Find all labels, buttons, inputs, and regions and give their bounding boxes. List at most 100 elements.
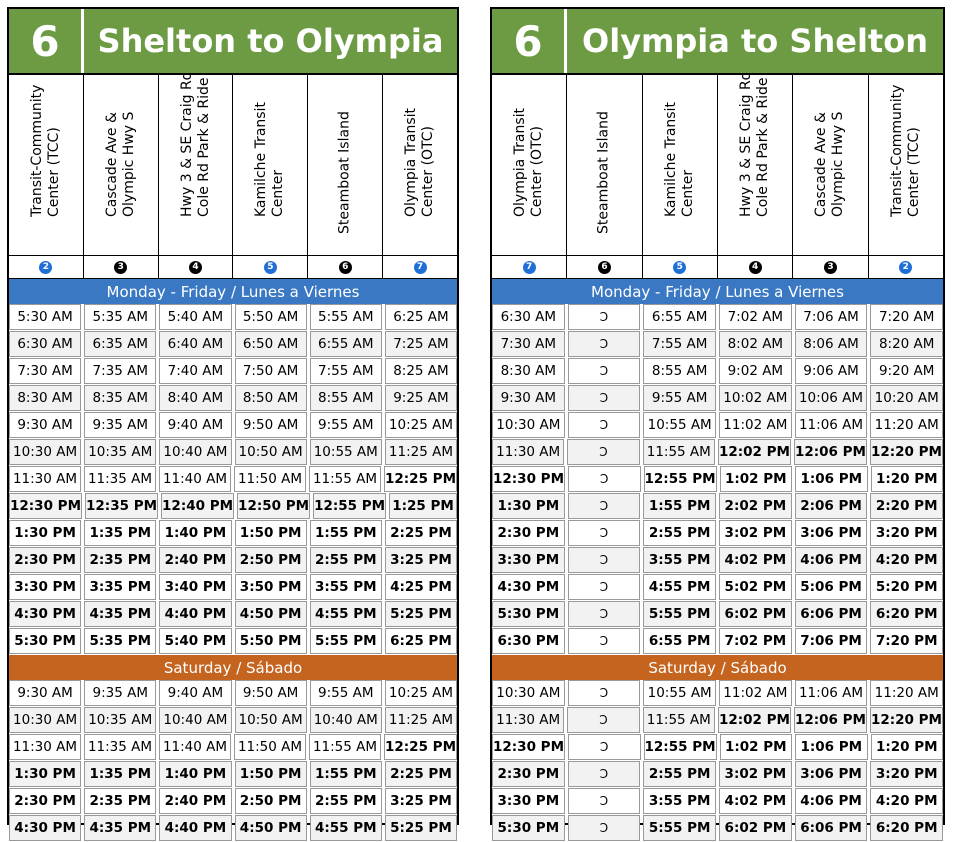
time-cell: 8:30 AM	[9, 385, 82, 411]
stop-headers: Olympia Transit Center (OTC) Steamboat Isl…	[492, 75, 943, 256]
time-cell: 6:02 PM	[719, 815, 792, 841]
time-cell: 11:50 AM	[234, 734, 306, 760]
time-cell: 11:02 AM	[719, 412, 792, 438]
time-cell: 10:50 AM	[234, 439, 307, 465]
time-cell: 5:55 PM	[309, 628, 382, 654]
table-row: 11:30 AM Ↄ 11:55 AM 12:02 PM 12:06 PM 12:20 P…	[492, 707, 943, 734]
time-cell: 5:25 PM	[384, 815, 458, 841]
table-row: 1:30 PM 1:35 PM 1:40 PM 1:50 PM 1:55 PM 2:25 …	[9, 761, 458, 788]
table-row: 6:30 AM 6:35 AM 6:40 AM 6:50 AM 6:55 AM 7:25 …	[9, 331, 458, 358]
time-cell: 7:30 AM	[9, 358, 82, 384]
time-cell: 5:40 AM	[159, 304, 232, 330]
time-cell: 10:55 AM	[309, 439, 382, 465]
time-cell: 1:50 PM	[234, 520, 307, 546]
time-cell: 6:55 AM	[309, 331, 382, 357]
time-cell: 10:20 AM	[870, 385, 944, 411]
table-row: 12:30 PM 12:35 PM 12:40 PM 12:50 PM 12:55 PM…	[9, 493, 457, 520]
time-cell: 3:50 PM	[234, 574, 307, 600]
stop-number-badge: 4	[748, 260, 762, 274]
table-row: 2:30 PM 2:35 PM 2:40 PM 2:50 PM 2:55 PM 3:25 …	[9, 547, 458, 574]
time-cell: 9:25 AM	[384, 385, 458, 411]
table-row: 5:30 PM Ↄ 5:55 PM 6:02 PM 6:06 PM 6:20 PM	[492, 601, 944, 628]
time-cell: 2:02 PM	[719, 493, 792, 519]
stop-header: Cascade Ave & Olympic Hwy S	[793, 75, 869, 255]
time-cell: 10:40 AM	[159, 439, 232, 465]
stop-name-line: Center (TCC)	[45, 127, 62, 217]
table-row: 2:30 PM Ↄ 2:55 PM 3:02 PM 3:06 PM 3:20 PM	[492, 761, 944, 788]
time-cell: 12:30 PM	[492, 734, 566, 760]
time-cell: 5:30 PM	[492, 815, 565, 841]
stop-number-cell: 2	[9, 256, 84, 278]
saturday-times: 9:30 AM 9:35 AM 9:40 AM 9:50 AM 9:55 AM 10:25…	[9, 680, 458, 842]
time-cell: 10:30 AM	[492, 412, 565, 438]
time-cell: 11:30 AM	[492, 439, 565, 465]
time-cell: 5:40 PM	[159, 628, 232, 654]
table-row: 1:30 PM 1:35 PM 1:40 PM 1:50 PM 1:55 PM 2:25 …	[9, 520, 458, 547]
time-cell: 2:25 PM	[384, 761, 458, 787]
time-cell: 3:30 PM	[492, 788, 565, 814]
stop-number-cell: 4	[718, 256, 794, 278]
stop-header: Hwy 3 & SE Craig Rd Cole Rd Park & Ride	[718, 75, 794, 255]
time-cell: 10:30 AM	[9, 707, 82, 733]
stop-name-line: Center (OTC)	[529, 125, 546, 217]
table-row: 4:30 PM 4:35 PM 4:40 PM 4:50 PM 4:55 PM 5:25 …	[9, 815, 458, 842]
title-bar: 6 Shelton to Olympia	[9, 9, 457, 75]
time-cell: 6:30 AM	[492, 304, 565, 330]
time-cell: Ↄ	[567, 493, 641, 519]
time-cell: 6:20 PM	[870, 601, 944, 627]
time-cell: 9:55 AM	[309, 680, 382, 706]
time-cell: 10:35 AM	[84, 707, 157, 733]
time-cell: 6:55 PM	[643, 628, 717, 654]
time-cell: 9:35 AM	[84, 412, 157, 438]
time-cell: 2:40 PM	[159, 788, 232, 814]
time-cell: 8:25 AM	[384, 358, 458, 384]
table-row: 2:30 PM 2:35 PM 2:40 PM 2:50 PM 2:55 PM 3:25 …	[9, 788, 458, 815]
time-cell: Ↄ	[567, 788, 641, 814]
time-cell: 9:06 AM	[794, 358, 868, 384]
stop-numbers: 2 3 4 5 6 7	[9, 256, 457, 279]
time-cell: 11:02 AM	[719, 680, 792, 706]
time-cell: 2:25 PM	[384, 520, 458, 546]
time-cell: 11:30 AM	[9, 734, 81, 760]
time-cell: 9:20 AM	[870, 358, 944, 384]
time-cell: Ↄ	[567, 520, 641, 546]
time-cell: 1:55 PM	[309, 761, 382, 787]
time-cell: 5:02 PM	[719, 574, 792, 600]
time-cell: 7:20 PM	[870, 628, 944, 654]
time-cell: 12:55 PM	[643, 466, 717, 492]
time-cell: 1:02 PM	[719, 466, 793, 492]
time-cell: 6:30 AM	[9, 331, 82, 357]
stop-name-line: Kamilche Transit	[253, 102, 270, 217]
time-cell: 1:30 PM	[492, 493, 565, 519]
stop-name-line: Cole Rd Park & Ride	[755, 77, 772, 217]
time-cell: 1:35 PM	[84, 520, 157, 546]
time-cell: 6:40 AM	[159, 331, 232, 357]
time-cell: 11:06 AM	[794, 680, 868, 706]
time-cell: 6:20 PM	[870, 815, 944, 841]
time-cell: 2:35 PM	[84, 788, 157, 814]
time-cell: 10:55 AM	[643, 680, 717, 706]
time-cell: 4:50 PM	[234, 601, 307, 627]
time-cell: 10:02 AM	[719, 385, 792, 411]
time-cell: 3:35 PM	[84, 574, 157, 600]
stop-number-cell: 6	[567, 256, 643, 278]
stop-name-line: Transit-Community	[28, 84, 45, 217]
time-cell: 9:50 AM	[234, 680, 307, 706]
time-cell: 9:30 AM	[9, 680, 82, 706]
time-cell: 5:35 PM	[84, 628, 157, 654]
time-cell: 5:50 AM	[234, 304, 307, 330]
time-cell: 10:30 AM	[492, 680, 565, 706]
time-cell: 4:55 PM	[309, 601, 382, 627]
time-cell: 12:06 PM	[793, 439, 867, 465]
time-cell: 1:40 PM	[159, 761, 232, 787]
weekday-band: Monday - Friday / Lunes a Viernes	[9, 279, 457, 304]
route-number: 6	[9, 9, 84, 73]
time-cell: 9:55 AM	[643, 385, 717, 411]
stop-number-badge: 4	[189, 260, 203, 274]
time-cell: 4:40 PM	[159, 815, 232, 841]
time-cell: 1:35 PM	[84, 761, 157, 787]
time-cell: 2:30 PM	[9, 788, 82, 814]
stop-number-badge: 7	[522, 260, 536, 274]
time-cell: 8:20 AM	[870, 331, 944, 357]
table-row: 12:30 PM Ↄ 12:55 PM 1:02 PM 1:06 PM 1:20 PM	[492, 466, 944, 493]
